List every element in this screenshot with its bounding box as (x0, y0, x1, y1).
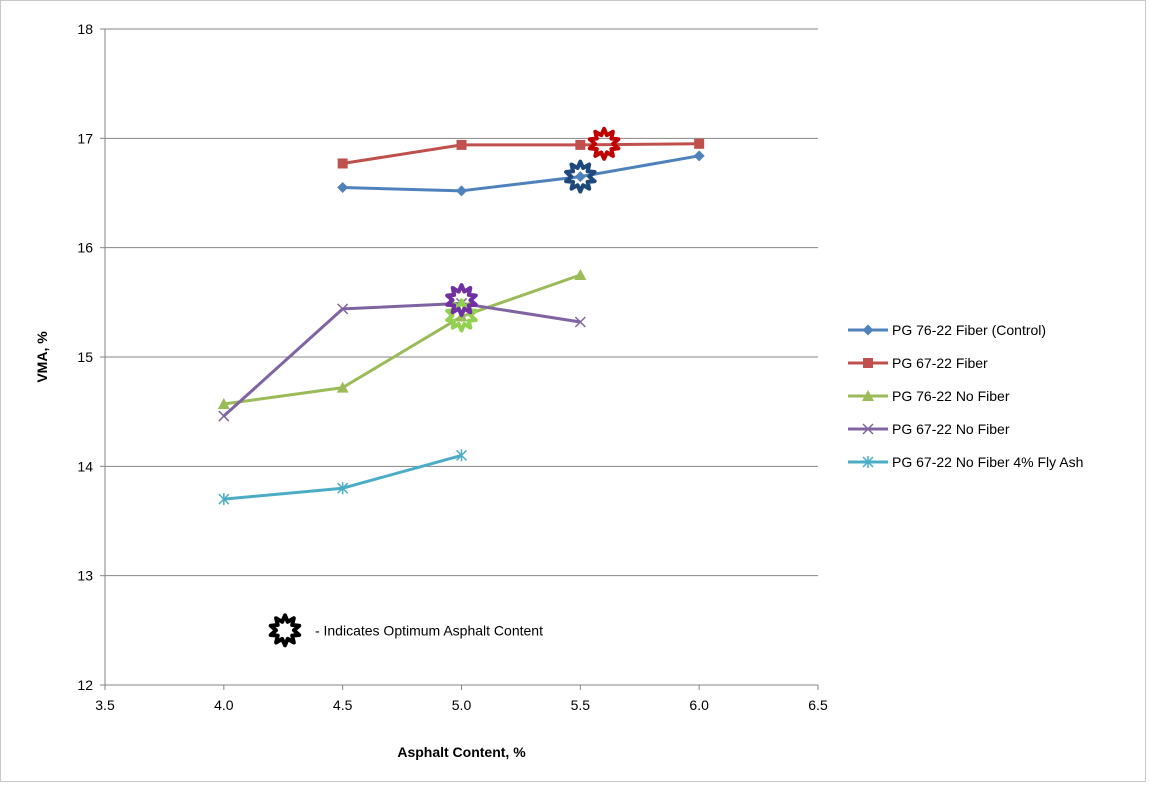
legend-item: PG 76-22 No Fiber (848, 388, 1010, 404)
data-point (863, 358, 873, 368)
data-point (862, 324, 874, 336)
optimum-burst (587, 126, 621, 161)
optimum-markers (445, 126, 621, 333)
square-marker (456, 139, 467, 150)
series-line (342, 142, 700, 165)
data-point (218, 493, 230, 506)
data-series (217, 138, 705, 506)
data-point (862, 456, 874, 468)
legend-item: PG 67-22 No Fiber 4% Fly Ash (848, 454, 1083, 470)
data-point (862, 390, 874, 401)
x-marker (218, 410, 230, 422)
x-tick-label: 6.0 (689, 697, 709, 713)
diamond-marker (574, 171, 586, 183)
star-marker (455, 449, 468, 462)
tick-labels: 12 13 14 15 16 17 18 3.5 4.0 4.5 5.0 5.5 6.0 6.5 (77, 21, 828, 713)
x-tick-label: 5.5 (571, 697, 591, 713)
data-point (693, 150, 705, 162)
data-point (336, 381, 349, 393)
x-axis-title: Asphalt Content, % (397, 744, 526, 760)
data-point (337, 182, 349, 194)
data-point (337, 158, 348, 169)
series (337, 150, 705, 197)
data-point (574, 316, 586, 328)
y-tick-label: 14 (77, 458, 93, 474)
series-line (222, 301, 581, 418)
x-marker (337, 303, 349, 315)
axes (104, 29, 818, 686)
data-point (575, 139, 586, 150)
x-tick-label: 6.5 (808, 697, 828, 713)
square-marker (863, 358, 873, 368)
data-point (862, 423, 874, 435)
legend-label: PG 67-22 No Fiber (892, 421, 1010, 437)
diamond-marker (862, 324, 874, 336)
y-tick-label: 18 (77, 21, 93, 37)
optimum-note-text: - Indicates Optimum Asphalt Content (315, 622, 543, 638)
x-tick-label: 4.0 (214, 697, 234, 713)
series (218, 449, 468, 506)
series-line (342, 154, 700, 193)
diamond-marker (693, 150, 705, 162)
series (337, 138, 705, 169)
data-point (456, 139, 467, 150)
y-tick-label: 15 (77, 349, 93, 365)
triangle-marker (574, 269, 587, 280)
square-marker (337, 158, 348, 169)
x-marker (574, 316, 586, 328)
series-line (223, 273, 581, 406)
diamond-marker (456, 185, 467, 197)
square-marker (575, 139, 586, 150)
data-point (337, 482, 349, 495)
series (218, 297, 586, 422)
star-marker (862, 456, 874, 468)
optimum-burst-legend (268, 613, 302, 648)
y-tick-label: 16 (77, 240, 93, 256)
y-axis-title: VMA, % (34, 331, 50, 383)
legend-item: PG 67-22 No Fiber (848, 421, 1010, 437)
gridlines (100, 28, 819, 690)
optimum-burst (445, 283, 478, 318)
optimum-burst-icon (268, 613, 302, 648)
data-point (574, 269, 587, 280)
legend-label: PG 67-22 Fiber (892, 355, 988, 371)
diamond-marker (337, 182, 349, 194)
data-point (455, 449, 468, 462)
data-point (694, 138, 705, 149)
y-tick-label: 17 (77, 130, 93, 146)
triangle-marker (217, 398, 230, 410)
optimum-note: - Indicates Optimum Asphalt Content (268, 613, 543, 648)
legend-item: PG 76-22 Fiber (Control) (848, 322, 1046, 338)
data-point (456, 185, 467, 197)
x-marker (862, 423, 874, 435)
triangle-marker (862, 390, 874, 401)
legend: PG 76-22 Fiber (Control) PG 67-22 Fiber PG… (848, 322, 1083, 470)
optimum-burst (564, 159, 597, 194)
legend-item: PG 67-22 Fiber (848, 355, 988, 371)
star-marker (218, 493, 230, 506)
data-point (217, 398, 230, 410)
legend-label: PG 67-22 No Fiber 4% Fly Ash (892, 454, 1083, 470)
square-marker (694, 138, 705, 149)
x-tick-label: 3.5 (95, 697, 115, 713)
y-tick-label: 12 (77, 677, 93, 693)
series (217, 269, 587, 410)
legend-label: PG 76-22 No Fiber (892, 388, 1010, 404)
data-point (337, 303, 349, 315)
data-point (574, 171, 586, 183)
x-tick-label: 5.0 (452, 697, 472, 713)
y-tick-label: 13 (77, 568, 93, 584)
triangle-marker (336, 381, 349, 393)
legend-label: PG 76-22 Fiber (Control) (892, 322, 1046, 338)
x-tick-label: 4.5 (333, 697, 353, 713)
star-marker (337, 482, 349, 495)
data-point (218, 410, 230, 422)
